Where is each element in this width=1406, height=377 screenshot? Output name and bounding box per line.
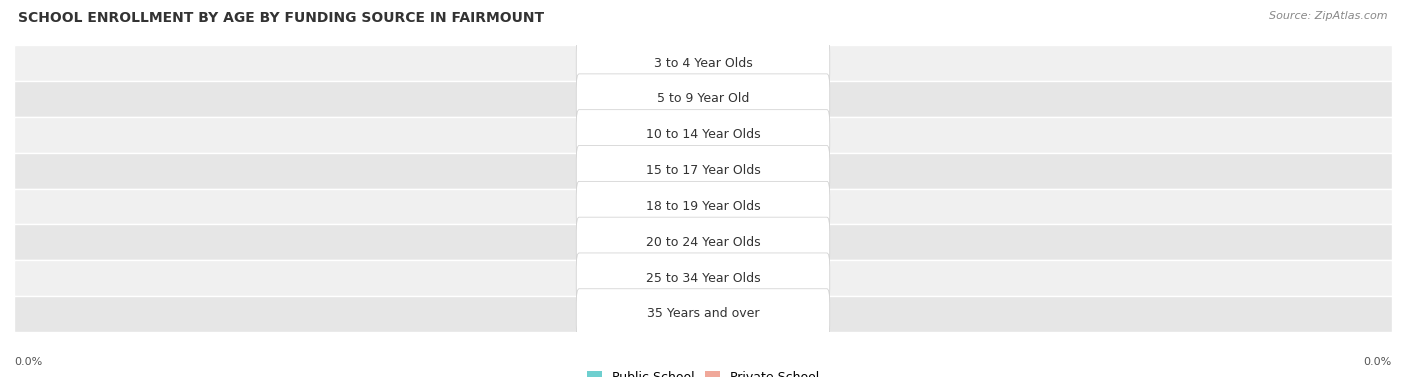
Text: Source: ZipAtlas.com: Source: ZipAtlas.com [1270,11,1388,21]
Text: 0.0%: 0.0% [640,201,671,211]
Text: 0.0%: 0.0% [1364,357,1392,367]
Text: 0.0%: 0.0% [640,94,671,104]
Bar [14,153,1392,188]
FancyBboxPatch shape [707,253,796,303]
FancyBboxPatch shape [576,217,830,267]
FancyBboxPatch shape [576,146,830,196]
FancyBboxPatch shape [610,289,699,339]
Bar [14,117,1392,153]
FancyBboxPatch shape [610,110,699,160]
Bar [14,296,1392,332]
Text: 25 to 34 Year Olds: 25 to 34 Year Olds [645,271,761,285]
Text: 0.0%: 0.0% [640,237,671,247]
FancyBboxPatch shape [707,217,796,267]
Text: 0.0%: 0.0% [735,237,766,247]
FancyBboxPatch shape [610,253,699,303]
Bar [14,260,1392,296]
Bar [14,188,1392,224]
Text: 0.0%: 0.0% [735,309,766,319]
FancyBboxPatch shape [576,38,830,88]
Text: 0.0%: 0.0% [735,94,766,104]
Text: 18 to 19 Year Olds: 18 to 19 Year Olds [645,200,761,213]
Text: 0.0%: 0.0% [640,166,671,176]
Text: 15 to 17 Year Olds: 15 to 17 Year Olds [645,164,761,177]
Text: 20 to 24 Year Olds: 20 to 24 Year Olds [645,236,761,249]
FancyBboxPatch shape [610,74,699,124]
Text: 0.0%: 0.0% [640,309,671,319]
Text: SCHOOL ENROLLMENT BY AGE BY FUNDING SOURCE IN FAIRMOUNT: SCHOOL ENROLLMENT BY AGE BY FUNDING SOUR… [18,11,544,25]
Text: 10 to 14 Year Olds: 10 to 14 Year Olds [645,128,761,141]
FancyBboxPatch shape [576,110,830,160]
Text: 0.0%: 0.0% [640,130,671,140]
Text: 0.0%: 0.0% [735,58,766,68]
Text: 3 to 4 Year Olds: 3 to 4 Year Olds [654,57,752,70]
Bar [14,81,1392,117]
FancyBboxPatch shape [610,38,699,88]
FancyBboxPatch shape [576,289,830,339]
FancyBboxPatch shape [576,181,830,231]
FancyBboxPatch shape [576,253,830,303]
FancyBboxPatch shape [707,38,796,88]
Text: 0.0%: 0.0% [14,357,42,367]
Bar [14,45,1392,81]
Text: 0.0%: 0.0% [640,273,671,283]
FancyBboxPatch shape [707,146,796,196]
Text: 0.0%: 0.0% [735,273,766,283]
Text: 0.0%: 0.0% [735,166,766,176]
FancyBboxPatch shape [610,181,699,231]
FancyBboxPatch shape [610,146,699,196]
FancyBboxPatch shape [576,74,830,124]
Text: 0.0%: 0.0% [640,58,671,68]
Text: 5 to 9 Year Old: 5 to 9 Year Old [657,92,749,106]
FancyBboxPatch shape [610,217,699,267]
Legend: Public School, Private School: Public School, Private School [582,366,824,377]
FancyBboxPatch shape [707,181,796,231]
FancyBboxPatch shape [707,74,796,124]
Text: 0.0%: 0.0% [735,130,766,140]
FancyBboxPatch shape [707,110,796,160]
FancyBboxPatch shape [707,289,796,339]
Text: 0.0%: 0.0% [735,201,766,211]
Text: 35 Years and over: 35 Years and over [647,307,759,320]
Bar [14,224,1392,260]
